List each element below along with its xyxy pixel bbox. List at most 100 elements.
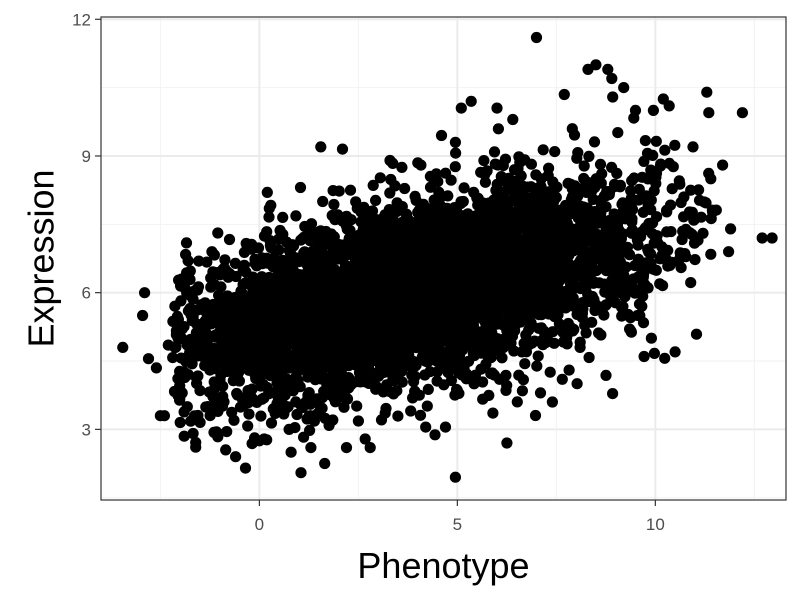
data-point	[532, 308, 545, 320]
data-point	[595, 254, 608, 266]
data-point	[487, 407, 499, 419]
data-point	[633, 298, 646, 310]
data-point	[249, 356, 261, 368]
data-point	[624, 323, 636, 335]
data-point	[384, 187, 396, 199]
data-point	[488, 146, 501, 158]
data-point	[137, 309, 149, 322]
data-point	[599, 286, 611, 298]
data-point	[455, 198, 467, 210]
data-point	[535, 280, 548, 292]
data-point	[449, 471, 461, 483]
data-point	[532, 350, 544, 362]
data-point	[343, 269, 355, 281]
data-point	[405, 405, 417, 417]
data-point	[632, 239, 644, 251]
data-point	[497, 160, 509, 172]
data-point	[506, 263, 518, 275]
data-point	[541, 229, 553, 242]
data-point	[424, 181, 437, 193]
data-point	[689, 254, 701, 266]
data-point	[357, 235, 369, 247]
data-point	[477, 236, 489, 248]
data-point	[214, 269, 226, 281]
data-point	[550, 301, 562, 313]
data-point	[612, 127, 624, 139]
data-point	[199, 352, 211, 364]
data-point	[583, 351, 595, 364]
data-point	[243, 408, 255, 420]
data-point	[491, 102, 503, 114]
data-point	[558, 293, 570, 305]
data-point	[669, 346, 681, 358]
data-point	[511, 396, 523, 408]
data-point	[546, 396, 559, 408]
data-point	[382, 366, 394, 378]
data-point	[456, 319, 468, 331]
y-tick-label: 6	[82, 284, 91, 303]
data-point	[305, 442, 317, 454]
data-point	[552, 217, 564, 229]
data-point	[647, 104, 660, 116]
data-point	[509, 313, 521, 325]
data-point	[384, 385, 396, 398]
data-point	[317, 254, 330, 266]
data-point	[380, 402, 392, 415]
data-point	[665, 226, 677, 238]
data-point	[359, 309, 371, 321]
data-point	[490, 228, 502, 240]
data-point	[438, 264, 451, 276]
data-point	[595, 177, 607, 189]
data-point	[461, 294, 473, 306]
data-point	[340, 392, 352, 404]
data-point	[355, 216, 367, 228]
data-point	[633, 183, 645, 195]
data-point	[303, 387, 315, 399]
data-point	[221, 426, 233, 438]
data-point	[667, 161, 679, 173]
data-point	[139, 287, 151, 299]
data-point	[532, 223, 544, 235]
data-point	[638, 155, 650, 167]
data-point	[359, 433, 371, 445]
data-point	[314, 330, 326, 342]
data-point	[594, 195, 606, 207]
data-point	[206, 246, 218, 258]
data-point	[526, 336, 538, 348]
data-point	[326, 209, 338, 222]
data-point	[187, 427, 199, 440]
data-point	[193, 255, 205, 267]
data-point	[301, 413, 313, 425]
data-point	[351, 400, 363, 412]
data-point	[583, 150, 595, 162]
data-point	[288, 330, 300, 342]
data-point	[284, 353, 296, 366]
data-point	[502, 178, 514, 190]
data-point	[449, 136, 461, 148]
data-point	[350, 312, 362, 324]
data-point	[586, 290, 598, 303]
data-point	[174, 416, 186, 429]
data-point	[636, 265, 648, 277]
data-point	[391, 197, 403, 209]
data-point	[659, 352, 671, 364]
data-point	[676, 233, 688, 246]
data-point	[607, 388, 619, 400]
data-point	[479, 176, 491, 188]
data-point	[554, 274, 566, 286]
data-point	[541, 214, 553, 226]
data-point	[483, 389, 495, 401]
data-point	[481, 227, 493, 239]
data-point	[756, 232, 768, 244]
data-point	[150, 362, 162, 374]
data-point	[330, 333, 342, 346]
data-point	[268, 286, 280, 298]
data-point	[169, 300, 181, 312]
data-point	[317, 195, 329, 208]
data-point	[568, 129, 581, 141]
data-point	[511, 233, 524, 245]
data-point	[552, 254, 564, 266]
data-point	[575, 304, 588, 316]
data-point	[563, 364, 575, 376]
data-point	[472, 282, 484, 294]
